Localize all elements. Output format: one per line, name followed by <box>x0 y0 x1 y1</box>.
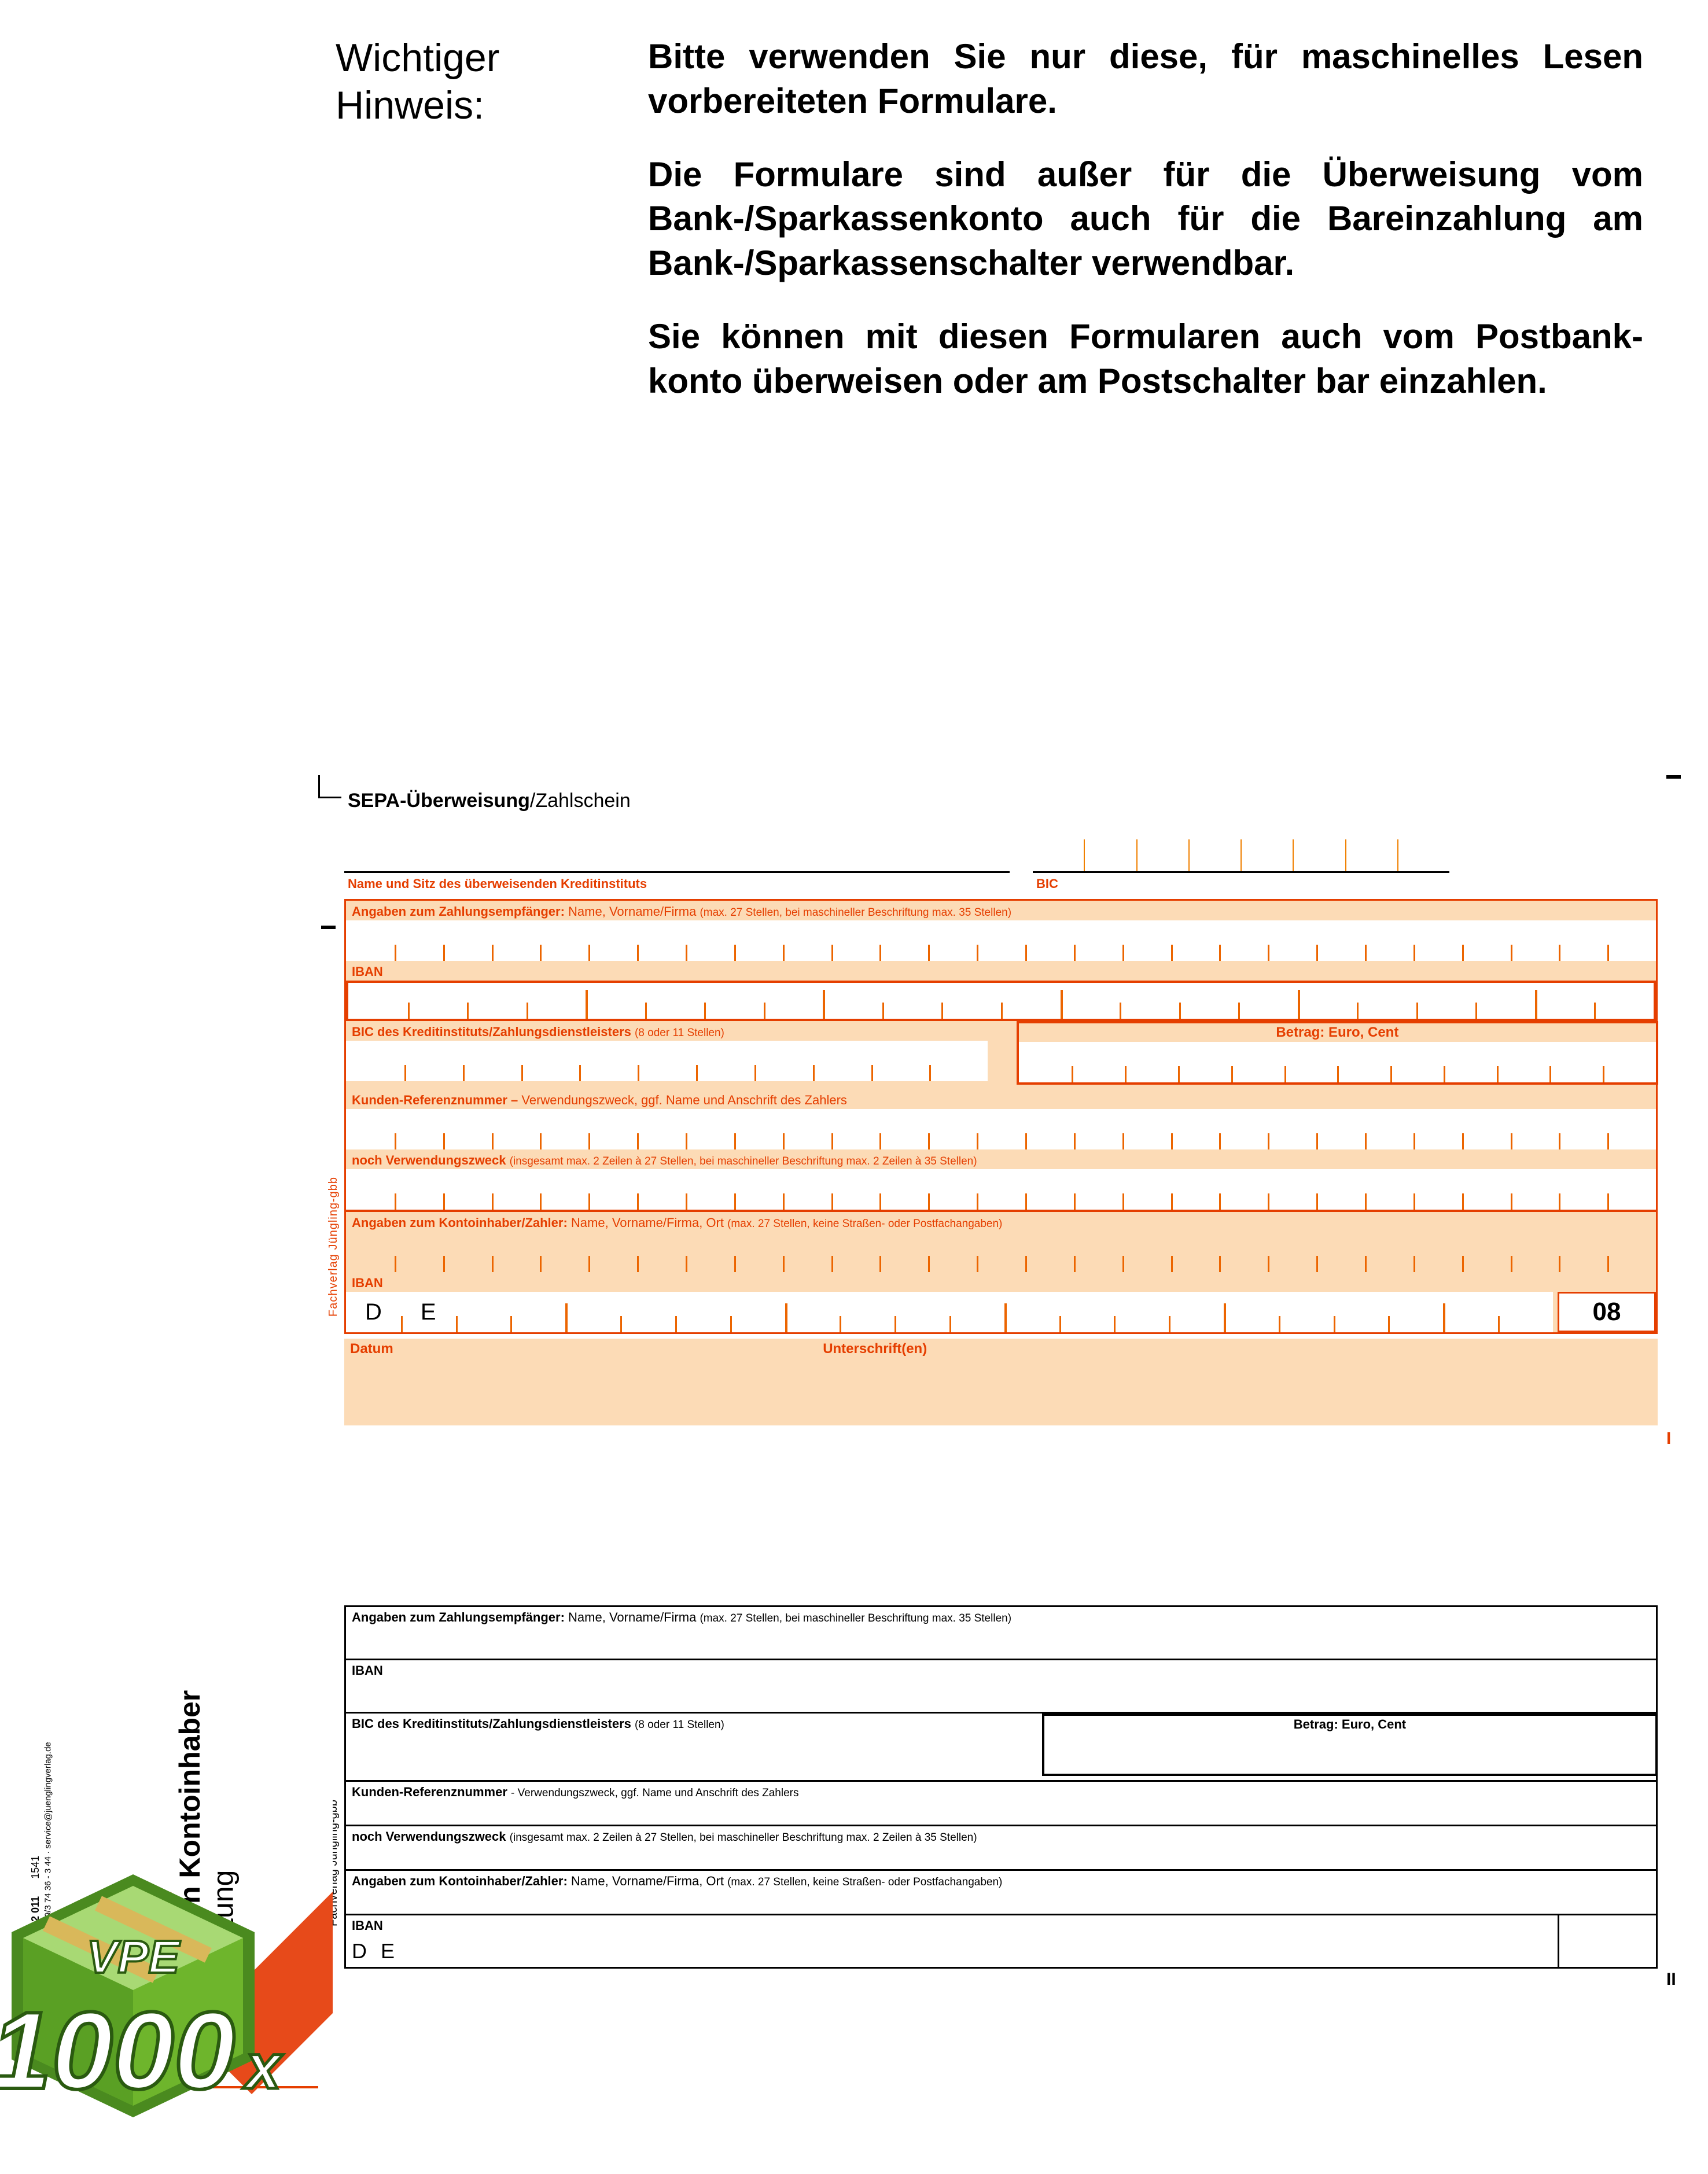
bic-top-field[interactable] <box>1033 818 1449 873</box>
purpose-label-2: noch Verwendungszweck (insgesamt max. 2 … <box>346 1826 1656 1846</box>
vpe-badge: VPE 1000 x <box>0 1840 312 2166</box>
purpose-label: noch Verwendungszweck (insgesamt max. 2 … <box>346 1149 1656 1169</box>
institute-field[interactable] <box>344 818 1010 873</box>
amount-block-2: Betrag: Euro, Cent <box>1042 1714 1658 1776</box>
recipient-label-2: Angaben zum Zahlungsempfänger: Name, Vor… <box>346 1607 1656 1627</box>
reference-label: Kunden-Referenznummer – Verwendungszweck… <box>346 1089 1656 1109</box>
sepa-transfer-form: SEPA-Überweisung/Zahlschein Name und Sit… <box>344 784 1658 1425</box>
amount-label: Betrag: Euro, Cent <box>1019 1023 1656 1042</box>
reference-field-2[interactable] <box>346 1801 1656 1825</box>
signature-label: Unterschrift(en) <box>823 1341 1652 1357</box>
amount-block: Betrag: Euro, Cent <box>1017 1021 1658 1085</box>
payer-field[interactable] <box>346 1232 1656 1272</box>
recipient-field[interactable] <box>346 920 1656 961</box>
institute-label: Name und Sitz des überweisenden Kreditin… <box>344 873 1033 893</box>
iban2-label: IBAN <box>346 1272 1656 1292</box>
notice-heading: Wichtiger Hinweis: <box>336 35 579 433</box>
notice-heading-l1: Wichtiger <box>336 36 499 80</box>
crop-mark <box>321 926 336 929</box>
payer-iban-field[interactable]: DE <box>346 1292 1553 1332</box>
recipient-field-2[interactable] <box>346 1627 1656 1659</box>
vpe-suffix: x <box>242 2031 283 2102</box>
form-title: SEPA-Überweisung/Zahlschein <box>344 784 1658 818</box>
bic-field[interactable] <box>346 1041 988 1081</box>
iban2-label-2: IBAN <box>346 1915 1558 1935</box>
payer-label-2: Angaben zum Kontoinhaber/Zahler: Name, V… <box>346 1871 1656 1891</box>
amount-field-2[interactable] <box>1044 1733 1655 1774</box>
notice-p3: Sie können mit diesen Formularen auch vo… <box>648 315 1643 404</box>
notice-p1: Bitte verwenden Sie nur diese, für masch… <box>648 35 1643 124</box>
crop-mark <box>1666 775 1681 779</box>
iban-label: IBAN <box>346 961 1656 981</box>
amount-label-2: Betrag: Euro, Cent <box>1044 1716 1655 1733</box>
date-label: Datum <box>350 1341 811 1357</box>
iban-field[interactable] <box>346 981 1656 1021</box>
bic-label: BIC des Kreditinstituts/Zahlungsdienstle… <box>346 1021 988 1041</box>
form-code-2 <box>1558 1915 1656 1967</box>
payer-label: Angaben zum Kontoinhaber/Zahler: Name, V… <box>346 1212 1656 1232</box>
important-notice: Wichtiger Hinweis: Bitte verwenden Sie n… <box>336 35 1678 433</box>
section-roman-2: II <box>1666 1970 1676 1989</box>
form-title-bold: SEPA-Überweisung <box>348 790 530 812</box>
signature-row: Datum Unterschrift(en) <box>344 1339 1658 1425</box>
bic-top-label: BIC <box>1033 873 1058 893</box>
recipient-label: Angaben zum Zahlungsempfänger: Name, Vor… <box>346 901 1656 920</box>
crop-mark <box>318 775 341 798</box>
bic-field-2[interactable] <box>346 1733 988 1765</box>
iban-field-2[interactable] <box>346 1680 1656 1712</box>
iban-label-2: IBAN <box>346 1660 1656 1680</box>
reference-label-2: Kunden-Referenznummer - Verwendungszweck… <box>346 1782 1656 1801</box>
purpose-field[interactable] <box>346 1169 1656 1210</box>
payer-field-2[interactable] <box>346 1891 1656 1914</box>
notice-heading-l2: Hinweis: <box>336 83 484 127</box>
main-form-block: Angaben zum Zahlungsempfänger: Name, Vor… <box>344 899 1658 1334</box>
purpose-field-2[interactable] <box>346 1846 1656 1869</box>
form-code: 08 <box>1558 1292 1656 1332</box>
notice-p2: Die Formulare sind außer für die Überwei… <box>648 153 1643 286</box>
payer-iban-field-2[interactable]: D E <box>346 1935 1558 1967</box>
form-title-rest: /Zahlschein <box>530 790 631 812</box>
publisher-side-label: Fachverlag Jüngling-gbb <box>327 1012 345 1481</box>
bic-label-2: BIC des Kreditinstituts/Zahlungsdienstle… <box>346 1714 988 1733</box>
vpe-label: VPE <box>87 1931 181 1983</box>
receipt-form: Angaben zum Zahlungsempfänger: Name, Vor… <box>344 1605 1658 1969</box>
reference-field[interactable] <box>346 1109 1656 1149</box>
amount-field[interactable] <box>1019 1042 1656 1082</box>
vpe-qty: 1000 <box>0 1989 235 2112</box>
notice-body: Bitte verwenden Sie nur diese, für masch… <box>648 35 1643 433</box>
section-roman-1: I <box>1666 1429 1671 1449</box>
